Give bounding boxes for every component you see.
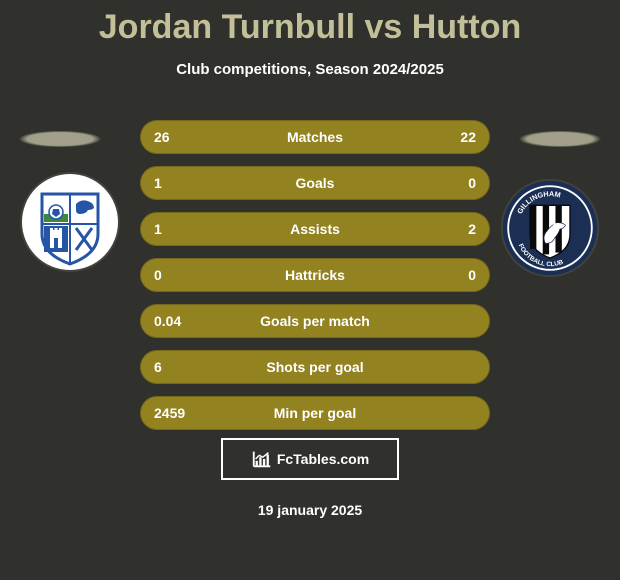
stat-row-min-per-goal: 2459 Min per goal — [140, 396, 490, 430]
stat-right-value: 0 — [468, 166, 476, 200]
stat-row-hattricks: 0 Hattricks 0 — [140, 258, 490, 292]
date-line: 19 january 2025 — [0, 502, 620, 518]
stat-label: Goals per match — [140, 304, 490, 338]
brand-text: FcTables.com — [277, 451, 369, 467]
stat-row-shots-per-goal: 6 Shots per goal — [140, 350, 490, 384]
club-crest-right: GILLINGHAM FOOTBALL CLUB — [500, 178, 600, 278]
stat-row-matches: 26 Matches 22 — [140, 120, 490, 154]
stat-right-value: 0 — [468, 258, 476, 292]
club-crest-left — [20, 172, 120, 272]
stat-label: Hattricks — [140, 258, 490, 292]
stat-label: Goals — [140, 166, 490, 200]
gillingham-badge-icon: GILLINGHAM FOOTBALL CLUB — [500, 173, 600, 283]
stat-right-value: 2 — [468, 212, 476, 246]
stat-row-goals: 1 Goals 0 — [140, 166, 490, 200]
stat-row-assists: 1 Assists 2 — [140, 212, 490, 246]
stat-row-goals-per-match: 0.04 Goals per match — [140, 304, 490, 338]
stat-label: Min per goal — [140, 396, 490, 430]
stats-table: 26 Matches 22 1 Goals 0 1 Assists 2 0 Ha… — [140, 120, 490, 442]
stat-label: Matches — [140, 120, 490, 154]
chart-icon — [251, 448, 273, 470]
stat-label: Shots per goal — [140, 350, 490, 384]
stat-right-value: 22 — [460, 120, 476, 154]
subtitle: Club competitions, Season 2024/2025 — [0, 61, 620, 78]
tranmere-rovers-badge-icon — [20, 172, 120, 272]
page-title: Jordan Turnbull vs Hutton — [0, 0, 620, 47]
stat-label: Assists — [140, 212, 490, 246]
shadow-right — [505, 128, 615, 150]
brand-box: FcTables.com — [221, 438, 399, 480]
shadow-left — [5, 128, 115, 150]
